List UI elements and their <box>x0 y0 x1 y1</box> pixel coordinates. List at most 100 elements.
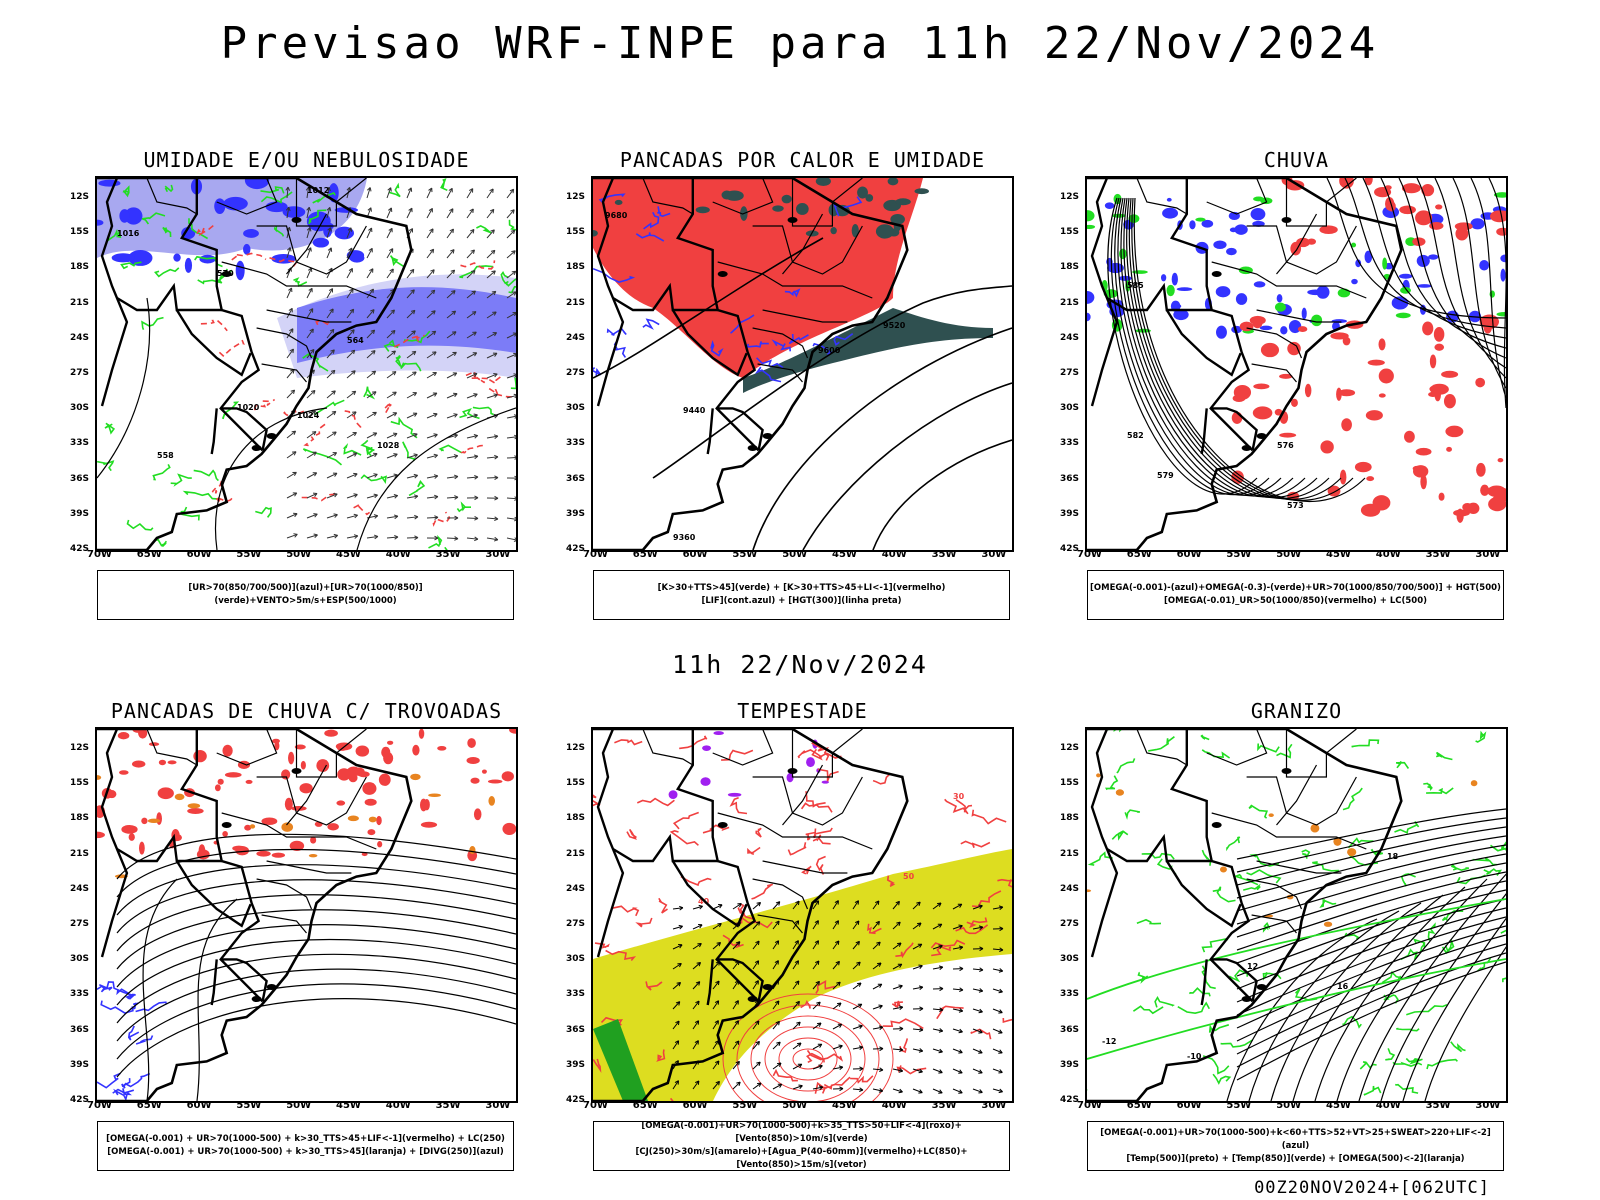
wind-vector-head <box>776 1041 781 1047</box>
shaded-area <box>1391 296 1409 310</box>
longitude-tick-label: 30W <box>485 549 511 560</box>
shaded-area <box>174 793 185 801</box>
latitude-tick-label: 42S <box>566 1095 586 1105</box>
shaded-area <box>428 793 441 798</box>
wind-vector-head <box>756 901 762 907</box>
contour-line <box>1262 972 1282 981</box>
shaded-area <box>121 824 138 834</box>
wind-vector <box>932 1048 943 1053</box>
contour-line <box>736 1004 880 1101</box>
state-border <box>1246 327 1303 359</box>
wind-vector <box>812 940 819 950</box>
contour-line <box>1236 907 1506 1003</box>
forecast-map <box>95 727 518 1103</box>
wind-vector <box>426 516 439 519</box>
shaded-area <box>316 759 330 772</box>
wind-vector <box>932 1028 943 1032</box>
country-border <box>1165 860 1242 928</box>
contour-line <box>142 878 178 1101</box>
wind-vector-head <box>695 981 701 986</box>
wind-vector <box>346 411 357 419</box>
wind-vector-head <box>412 371 417 376</box>
contour-line <box>116 968 516 1042</box>
shaded-area <box>111 253 135 263</box>
lake <box>266 984 277 990</box>
shaded-area <box>821 780 829 784</box>
instability-area <box>743 308 993 393</box>
wind-vector <box>366 494 378 499</box>
country-border <box>210 408 218 455</box>
wind-vector-head <box>492 332 498 337</box>
wind-vector <box>692 981 701 990</box>
longitude-tick-label: 30W <box>981 549 1007 560</box>
contour-line <box>658 897 668 914</box>
wind-vector-head <box>514 496 516 501</box>
shaded-area <box>1316 285 1330 299</box>
latitude-tick-label: 39S <box>1060 1059 1080 1070</box>
longitude-tick-label: 50W <box>782 549 808 560</box>
latitude-tick-label: 30S <box>70 954 90 965</box>
shaded-area <box>1304 383 1312 398</box>
wind-vector <box>426 208 433 219</box>
longitude-tick-label: 35W <box>435 549 461 560</box>
contour-line <box>960 840 991 848</box>
wind-vector-head <box>756 1082 762 1087</box>
contour-line <box>1405 1057 1423 1065</box>
contour-line <box>1226 836 1241 852</box>
wind-vector <box>466 455 478 459</box>
shaded-area <box>1378 338 1386 351</box>
longitude-tick-label: 30W <box>485 1100 511 1111</box>
contour-line <box>438 444 463 454</box>
wind-vector-head <box>755 940 760 946</box>
wind-vector-head <box>755 1020 760 1025</box>
contour-line <box>154 538 168 548</box>
state-border <box>782 213 824 275</box>
wind-vector <box>972 1088 983 1093</box>
wind-vector <box>406 187 412 199</box>
page-title: Previsao WRF-INPE para 11h 22/Nov/2024 <box>220 18 1380 69</box>
wind-vector <box>852 1003 863 1010</box>
contour-line <box>872 773 891 785</box>
contour-line <box>1385 1048 1396 1061</box>
wind-vector <box>872 1068 884 1071</box>
contour-line <box>308 209 327 225</box>
shaded-area <box>299 783 313 794</box>
wind-vector-head <box>393 514 399 520</box>
wind-vector-head <box>474 474 479 480</box>
contour-line <box>1336 878 1488 1101</box>
contour-line <box>303 422 328 447</box>
wind-vector <box>406 516 418 519</box>
contour-line <box>98 981 133 996</box>
wind-vector <box>732 1040 740 1050</box>
shaded-area <box>1276 294 1283 303</box>
contour-line <box>97 460 115 472</box>
wind-vector <box>386 536 398 539</box>
lake <box>251 996 262 1002</box>
state-border <box>295 729 367 778</box>
wind-vector <box>466 249 475 259</box>
longitude-tick-label: 40W <box>1375 1100 1401 1111</box>
wind-vector <box>892 1048 904 1051</box>
forecast-map: 50 40 30 <box>591 727 1014 1103</box>
wind-vector-head <box>978 988 984 993</box>
contour-line <box>121 1078 131 1089</box>
shaded-area <box>1364 178 1373 186</box>
wind-vector <box>912 901 921 910</box>
contour-line <box>120 261 142 270</box>
lake <box>762 433 773 439</box>
longitude-tick-label: 45W <box>1326 1100 1351 1111</box>
legend-line: [CJ(250)>30m/s](amarelo)+[Agua_P(40-60mm… <box>635 1147 968 1170</box>
wind-vector <box>326 227 332 239</box>
state-border <box>1276 213 1318 275</box>
wind-vector <box>892 942 902 950</box>
longitude-tick-label: 35W <box>931 1100 957 1111</box>
shaded-area <box>1087 210 1095 222</box>
contour-line <box>812 834 831 845</box>
contour-line <box>154 267 180 278</box>
wind-vector-head <box>835 940 840 945</box>
state-border <box>1276 764 1318 826</box>
wind-vector-head <box>918 1068 923 1074</box>
wind-vector <box>692 1080 700 1090</box>
shaded-area <box>256 850 271 857</box>
wind-vector-head <box>815 960 820 965</box>
